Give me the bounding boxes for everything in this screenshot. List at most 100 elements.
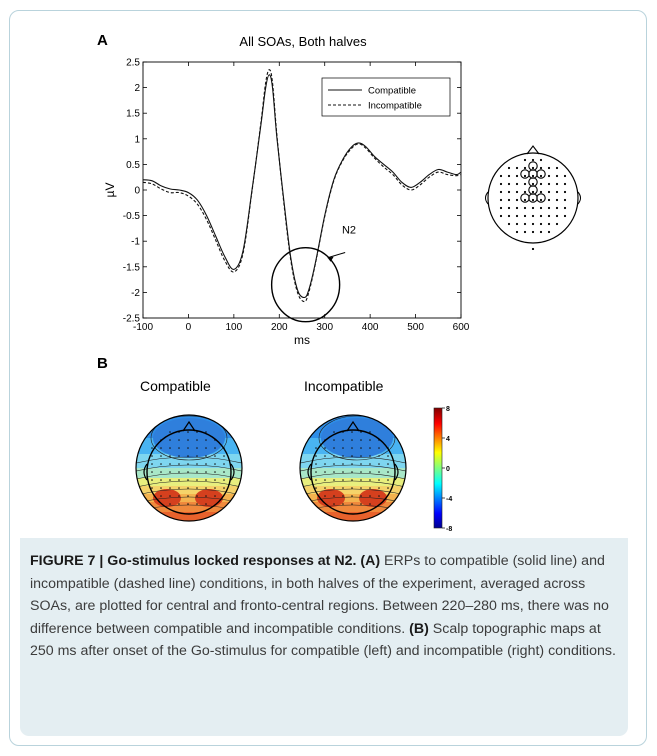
topomap-electrode (214, 463, 216, 465)
topomap-electrode (342, 495, 344, 497)
topomap-electrode (196, 479, 198, 481)
topomap-electrode (169, 479, 171, 481)
electrode-dot (515, 198, 519, 202)
electrode-dot (499, 174, 503, 178)
electrode-dot (515, 190, 519, 194)
y-tick-label: -1 (131, 237, 140, 248)
electrode-dot (531, 182, 535, 186)
topomap-electrode (223, 455, 225, 457)
legend-box (321, 77, 451, 117)
topomap-electrode (351, 487, 353, 489)
y-tick-label: -2 (131, 288, 140, 299)
x-tick-label: 500 (407, 322, 424, 333)
topomap-electrode (369, 503, 371, 505)
topomap-band (136, 512, 242, 521)
y-tick-label: 1.5 (126, 109, 140, 120)
topomap-contour (136, 480, 242, 489)
x-tick-label: 400 (362, 322, 379, 333)
topomap-electrode (187, 479, 189, 481)
topomap-electrode (333, 447, 335, 449)
topomap-electrode (214, 455, 216, 457)
electrode-dot (531, 166, 535, 170)
caption-title: FIGURE 7 | Go-stimulus locked responses … (30, 553, 357, 569)
topomap-electrode (315, 455, 317, 457)
topomap-electrode (324, 455, 326, 457)
topomap-electrode (205, 479, 207, 481)
selected-electrode-ring (536, 193, 546, 203)
electrode-dot (523, 158, 527, 162)
y-tick-label: -2.5 (123, 314, 141, 325)
topomap-electrode (178, 471, 180, 473)
topomap-electrode (214, 447, 216, 449)
topomap-electrode (315, 447, 317, 449)
electrode-dot (499, 206, 503, 210)
topomap-electrode (196, 455, 198, 457)
electrode-dot (555, 198, 559, 202)
colorbar-tick-label: -4 (446, 496, 452, 503)
topomap-electrode (324, 487, 326, 489)
topomap-electrode (160, 447, 162, 449)
electrode-dot (563, 198, 567, 202)
topomap-electrode (342, 439, 344, 441)
topomap-electrode (169, 431, 171, 433)
electrode-montage-head (485, 145, 581, 250)
electrode-dot (547, 182, 551, 186)
electrode-dot (507, 214, 511, 218)
topomap-electrode (360, 431, 362, 433)
electrode-dot (515, 182, 519, 186)
electrode-dot (555, 182, 559, 186)
topomap-electrode (387, 479, 389, 481)
y-tick-label: 1 (134, 134, 140, 145)
topomap-electrode (360, 447, 362, 449)
topomap-electrode (187, 447, 189, 449)
electrode-dot (531, 158, 535, 162)
topomap-contour (300, 480, 406, 489)
topomap-electrode (178, 479, 180, 481)
electrode-dot (555, 174, 559, 178)
topomap-electrode (342, 487, 344, 489)
figure-caption: FIGURE 7 | Go-stimulus locked responses … (20, 538, 628, 736)
electrode-dot (523, 190, 527, 194)
topomap-electrode (169, 503, 171, 505)
topomap-electrode (160, 495, 162, 497)
topomap-electrode (360, 495, 362, 497)
topomap-electrode (223, 471, 225, 473)
topomap-electrode (333, 431, 335, 433)
plot-title: All SOAs, Both halves (239, 34, 367, 49)
topomap-electrode (187, 495, 189, 497)
topomap-electrode (160, 455, 162, 457)
topomap-electrode (351, 431, 353, 433)
y-tick-label: -1.5 (123, 262, 141, 273)
topomap-electrode (178, 495, 180, 497)
topomap-electrode (351, 447, 353, 449)
topomap-electrode (151, 463, 153, 465)
topomap-electrode (378, 447, 380, 449)
electrode-dot (515, 206, 519, 210)
caption-label-a: (A) (360, 553, 381, 569)
x-tick-label: 0 (186, 322, 192, 333)
topomap-electrode (223, 487, 225, 489)
topomap-electrode (205, 463, 207, 465)
montage-left-ear (485, 191, 489, 205)
electrode-dot (523, 182, 527, 186)
topomap-electrode (324, 479, 326, 481)
topomap-electrode (351, 479, 353, 481)
electrode-dot (531, 206, 535, 210)
topomap-electrode (342, 463, 344, 465)
topomap-electrode (360, 487, 362, 489)
topomap-electrode (169, 463, 171, 465)
topomap-electrode (214, 479, 216, 481)
topomap-electrode (196, 431, 198, 433)
colorbar-tick-label: 0 (446, 466, 450, 473)
caption-label-b: (B) (409, 620, 429, 637)
topomap-electrode (160, 479, 162, 481)
topomap-electrode (360, 503, 362, 505)
topomap-electrode (187, 487, 189, 489)
topomap-electrode (360, 439, 362, 441)
topomap-electrode (187, 503, 189, 505)
electrode-dot (555, 190, 559, 194)
topomap-electrode (160, 487, 162, 489)
topomap-electrode (351, 503, 353, 505)
electrode-dot (539, 222, 543, 226)
electrode-dot (547, 206, 551, 210)
